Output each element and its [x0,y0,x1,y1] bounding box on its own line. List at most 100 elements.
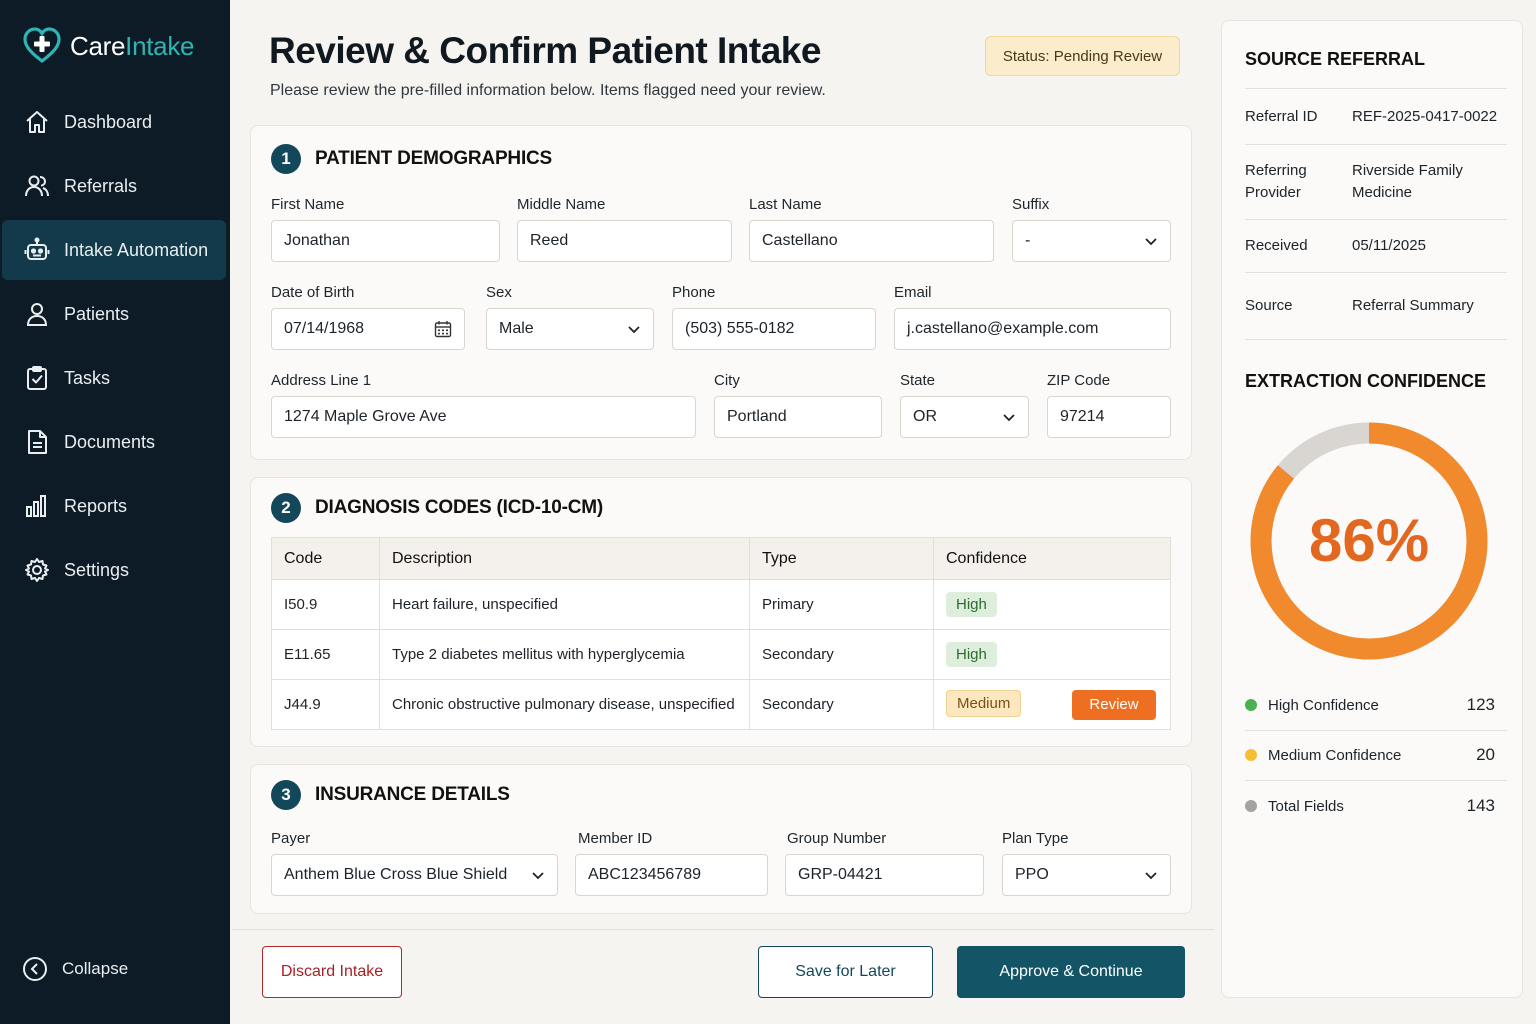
state-field: State OR [900,372,1029,438]
confidence-badge-medium: Medium [946,689,1022,717]
cell-confidence: High [933,629,1171,680]
sidebar-item-label: Settings [64,559,130,580]
input-value: GRP-04421 [798,866,883,883]
section-number: 3 [271,780,301,810]
approve-continue-button[interactable]: Approve & Continue [957,946,1185,998]
discard-intake-button[interactable]: Discard Intake [262,946,402,998]
cell-code: I50.9 [271,579,380,630]
sidebar-item-label: Intake Automation [64,239,209,260]
zip-input[interactable]: 97214 [1047,396,1171,438]
input-value: Reed [530,232,569,249]
chevron-down-icon [628,326,640,334]
dob-input[interactable]: 07/14/1968 [271,308,465,350]
calendar-icon[interactable] [434,320,452,338]
plan-type-select[interactable]: PPO [1002,854,1171,896]
chevron-down-icon [532,872,544,880]
kv-label: Received [1245,237,1308,254]
input-value: OR [913,408,937,425]
app-logo[interactable]: CareIntake [22,26,194,66]
field-label: Payer [271,830,311,847]
plan-type-field: Plan Type PPO [1002,830,1171,896]
source-row: Source Referral Summary [1245,272,1507,340]
sidebar-item-reports[interactable]: Reports [2,476,226,536]
column-header-code: Code [271,537,380,580]
section-title: DIAGNOSIS CODES (ICD-10-CM) [315,497,604,518]
cell-code: E11.65 [271,629,380,680]
city-field: City Portland [714,372,882,438]
first-name-input[interactable]: Jonathan [271,220,500,262]
group-number-input[interactable]: GRP-04421 [785,854,984,896]
legend-dot [1245,699,1257,711]
diagnosis-codes-card: 2 DIAGNOSIS CODES (ICD-10-CM) Code Descr… [250,477,1192,747]
sidebar-item-dashboard[interactable]: Dashboard [2,92,226,152]
city-input[interactable]: Portland [714,396,882,438]
table-row[interactable]: I50.9 Heart failure, unspecified Primary… [271,579,1171,630]
field-label: ZIP Code [1047,372,1111,389]
robot-icon [24,237,50,260]
phone-input[interactable]: (503) 555-0182 [672,308,876,350]
referral-id-row: Referral ID REF-2025-0417-0022 [1245,88,1507,144]
table-row[interactable]: J44.9 Chronic obstructive pulmonary dise… [271,679,1171,730]
collapse-button[interactable]: Collapse [22,956,128,982]
chevron-down-icon [1145,238,1157,246]
email-input[interactable]: j.castellano@example.com [894,308,1171,350]
sidebar-item-label: Reports [64,495,128,516]
sidebar-item-label: Tasks [64,367,111,388]
legend-dot [1245,800,1257,812]
legend-label: Total Fields [1268,797,1344,815]
cell-type: Primary [749,579,934,630]
last-name-input[interactable]: Castellano [749,220,994,262]
input-value: PPO [1015,866,1049,883]
member-id-field: Member ID ABC123456789 [575,830,768,896]
legend-divider [1245,780,1507,781]
input-value: Anthem Blue Cross Blue Shield [284,866,508,883]
confidence-badge-high: High [946,642,997,667]
field-label: Phone [672,284,716,301]
sidebar-item-settings[interactable]: Settings [2,540,226,600]
payer-select[interactable]: Anthem Blue Cross Blue Shield [271,854,558,896]
sidebar-item-intake-automation[interactable]: Intake Automation [2,220,226,280]
sidebar-item-referrals[interactable]: Referrals [2,156,226,216]
field-label: Middle Name [517,196,606,213]
member-id-input[interactable]: ABC123456789 [575,854,768,896]
source-referral-title: SOURCE REFERRAL [1245,49,1426,69]
legend-high-confidence: High Confidence 123 [1245,680,1507,730]
input-value: ABC123456789 [588,866,701,883]
section-header: 3 INSURANCE DETAILS [271,780,510,810]
clipboard-check-icon [27,366,47,390]
dob-field: Date of Birth 07/14/1968 [271,284,465,350]
users-icon [25,175,49,197]
state-select[interactable]: OR [900,396,1029,438]
middle-name-input[interactable]: Reed [517,220,732,262]
cell-confidence: Medium Review [933,679,1171,730]
column-header-type: Type [749,537,934,580]
sex-select[interactable]: Male [486,308,654,350]
field-label: Suffix [1012,196,1050,213]
suffix-field: Suffix - [1012,196,1171,262]
address-line-1-field: Address Line 1 1274 Maple Grove Ave [271,372,696,438]
user-icon [26,303,48,326]
chevron-down-icon [1003,414,1015,422]
page-title: Review & Confirm Patient Intake [269,30,821,71]
confidence-badge-high: High [946,592,997,617]
field-label: First Name [271,196,345,213]
insurance-details-card: 3 INSURANCE DETAILS Payer Anthem Blue Cr… [250,764,1192,914]
section-number: 1 [271,144,301,174]
address-line-1-input[interactable]: 1274 Maple Grove Ave [271,396,696,438]
suffix-select[interactable]: - [1012,220,1171,262]
sidebar-item-patients[interactable]: Patients [2,284,226,344]
table-row[interactable]: E11.65 Type 2 diabetes mellitus with hyp… [271,629,1171,680]
field-label: Date of Birth [271,284,355,301]
field-label: City [714,372,740,389]
sidebar-item-documents[interactable]: Documents [2,412,226,472]
gear-icon [25,558,49,582]
collapse-label: Collapse [62,959,129,978]
document-icon [28,430,47,454]
sidebar-item-tasks[interactable]: Tasks [2,348,226,408]
legend-divider [1245,730,1507,731]
right-panel: SOURCE REFERRAL Referral ID REF-2025-041… [1221,20,1523,998]
review-button[interactable]: Review [1072,689,1156,720]
save-for-later-button[interactable]: Save for Later [758,946,933,998]
sidebar-item-label: Documents [64,431,156,452]
legend-total-fields: Total Fields 143 [1245,781,1507,831]
